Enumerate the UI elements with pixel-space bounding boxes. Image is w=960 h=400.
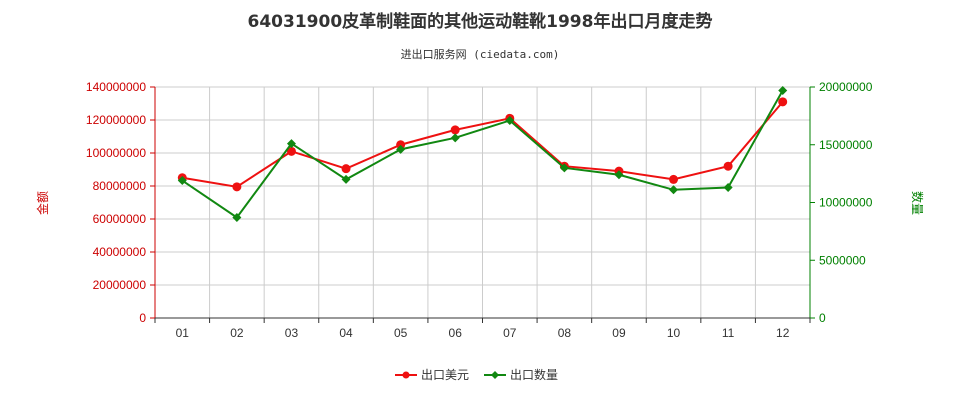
data-point bbox=[669, 174, 679, 184]
legend-item: 出口数量 bbox=[484, 367, 558, 382]
chart-subtitle: 进出口服务网 (ciedata.com) bbox=[401, 47, 560, 61]
data-point bbox=[778, 97, 788, 107]
legend-item: 出口美元 bbox=[395, 368, 469, 382]
right-axis-ticks: 0 5000000 10000000 15000000 20000000 bbox=[810, 80, 873, 325]
legend-label: 出口数量 bbox=[510, 367, 558, 382]
series-layer bbox=[177, 85, 788, 223]
data-point bbox=[505, 115, 515, 125]
legend-swatch-marker bbox=[491, 371, 499, 379]
data-point bbox=[778, 85, 788, 95]
left-tick-label: 60000000 bbox=[93, 212, 147, 226]
series-2 bbox=[177, 85, 788, 223]
x-tick-label: 03 bbox=[285, 326, 299, 340]
x-tick-label: 05 bbox=[394, 326, 408, 340]
x-tick-label: 02 bbox=[230, 326, 244, 340]
x-tick-label: 11 bbox=[722, 326, 735, 340]
data-point bbox=[450, 125, 460, 135]
legend-swatch-marker bbox=[402, 371, 410, 379]
legend-label: 出口美元 bbox=[421, 368, 469, 382]
data-point bbox=[723, 161, 733, 171]
x-tick-label: 06 bbox=[449, 326, 463, 340]
left-tick-label: 20000000 bbox=[93, 278, 147, 292]
data-point bbox=[669, 185, 679, 195]
left-tick-label: 0 bbox=[139, 311, 146, 325]
data-point bbox=[341, 164, 351, 174]
data-point bbox=[396, 144, 406, 154]
x-tick-label: 10 bbox=[667, 326, 681, 340]
data-point bbox=[286, 146, 296, 156]
right-tick-label: 0 bbox=[819, 311, 826, 325]
data-point bbox=[396, 140, 406, 150]
left-tick-label: 100000000 bbox=[86, 146, 146, 160]
data-point bbox=[559, 163, 569, 173]
right-tick-label: 10000000 bbox=[819, 196, 873, 210]
x-axis-ticks: 01 02 03 04 05 06 07 08 09 10 11 12 bbox=[154, 318, 811, 340]
x-tick-label: 12 bbox=[776, 326, 790, 340]
left-axis-label: 金额 bbox=[35, 191, 50, 215]
chart-title: 64031900皮革制鞋面的其他运动鞋靴1998年出口月度走势 bbox=[248, 11, 713, 32]
right-tick-label: 5000000 bbox=[819, 253, 866, 267]
left-axis-ticks: 0 20000000 40000000 60000000 80000000 1000000… bbox=[86, 80, 155, 325]
x-tick-label: 09 bbox=[612, 326, 626, 340]
left-tick-label: 40000000 bbox=[93, 245, 147, 259]
x-tick-label: 08 bbox=[558, 326, 572, 340]
data-point bbox=[177, 176, 187, 186]
data-point bbox=[450, 133, 460, 143]
right-axis-label: 数量 bbox=[910, 191, 925, 215]
grid bbox=[155, 86, 810, 318]
x-tick-label: 07 bbox=[503, 326, 517, 340]
right-tick-label: 20000000 bbox=[819, 80, 873, 94]
left-tick-label: 120000000 bbox=[86, 113, 146, 127]
left-tick-label: 140000000 bbox=[86, 80, 146, 94]
x-tick-label: 04 bbox=[339, 326, 353, 340]
data-point bbox=[614, 170, 624, 180]
data-point bbox=[232, 182, 242, 192]
data-point bbox=[232, 213, 242, 223]
data-point bbox=[341, 174, 351, 184]
right-tick-label: 15000000 bbox=[819, 138, 873, 152]
data-point bbox=[723, 182, 733, 192]
series-line bbox=[181, 89, 784, 219]
x-tick-label: 01 bbox=[176, 326, 190, 340]
data-point bbox=[286, 139, 296, 149]
left-tick-label: 80000000 bbox=[93, 179, 147, 193]
legend: 出口美元 出口数量 bbox=[395, 367, 558, 382]
